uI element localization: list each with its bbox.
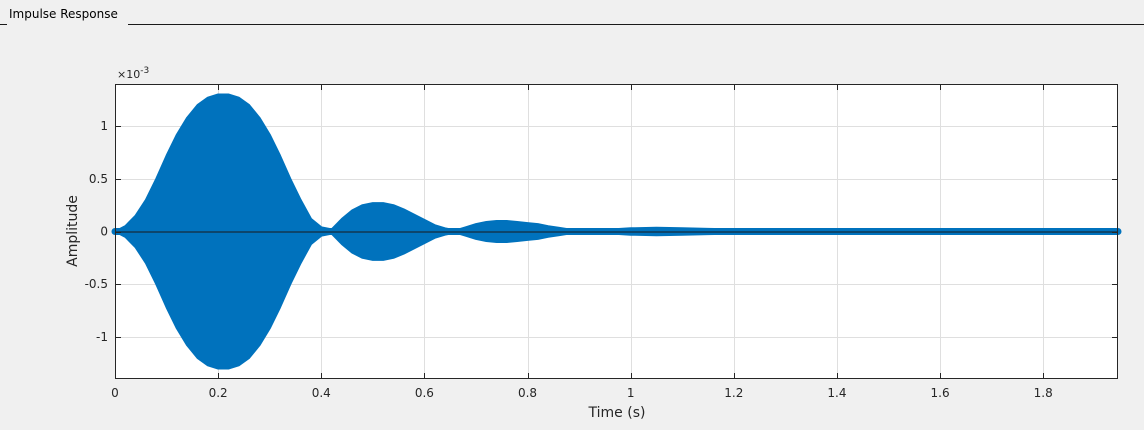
y-exponent-power: -3: [140, 66, 149, 76]
panel-title-bar: Impulse Response: [0, 0, 1144, 26]
y-tick-label: 1: [100, 119, 108, 133]
panel-border-left: [0, 24, 7, 25]
y-tick-label: -1: [96, 330, 108, 344]
tick-marks: [115, 84, 1118, 379]
y-exponent-label: ×10-3: [117, 66, 149, 81]
y-tick-label: -0.5: [85, 277, 108, 291]
y-tick-label: 0.5: [89, 172, 108, 186]
tick-labels: 0 0.2 0.4 0.6 0.8 1 1.2 1.4 1.6 1.8 -1 -0.5 0 0.5 1: [85, 119, 1053, 400]
y-tick-label: 0: [100, 225, 108, 239]
plot-frame: [115, 84, 1118, 379]
x-tick-label: 1.8: [1034, 386, 1053, 400]
x-tick-label: 0: [111, 386, 119, 400]
x-tick-label: 0.6: [415, 386, 434, 400]
x-tick-label: 0.4: [312, 386, 331, 400]
x-tick-label: 0.2: [209, 386, 228, 400]
x-axis-label: Time (s): [588, 405, 646, 421]
y-axis-label: Amplitude: [65, 195, 81, 267]
panel-border-right: [128, 24, 1144, 25]
x-tick-label: 1: [627, 386, 635, 400]
x-tick-label: 0.8: [518, 386, 537, 400]
x-tick-label: 1.4: [827, 386, 846, 400]
panel-title: Impulse Response: [9, 7, 118, 21]
x-tick-label: 1.2: [724, 386, 743, 400]
x-tick-label: 1.6: [931, 386, 950, 400]
